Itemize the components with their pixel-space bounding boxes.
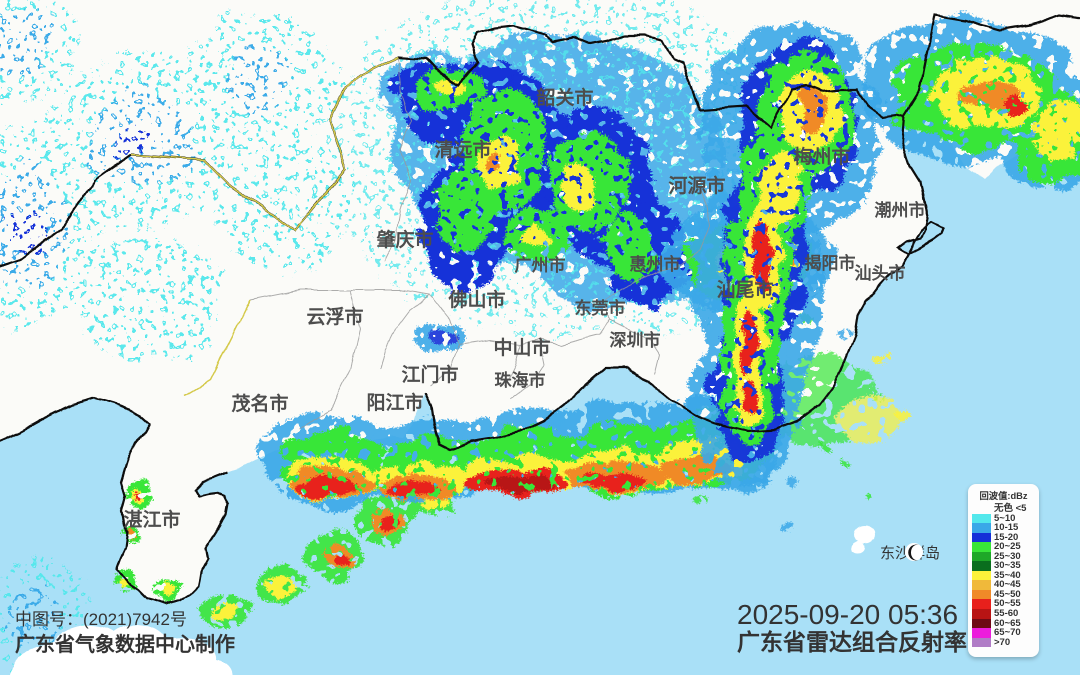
svg-text:广东省雷达组合反射率: 广东省雷达组合反射率 <box>737 629 967 655</box>
svg-text:中图号：(2021)7942号: 中图号：(2021)7942号 <box>15 610 187 629</box>
svg-text:佛山市: 佛山市 <box>447 288 505 311</box>
svg-text:广州市: 广州市 <box>515 255 566 275</box>
svg-text:东莞市: 东莞市 <box>575 298 626 318</box>
svg-text:广东省气象数据中心制作: 广东省气象数据中心制作 <box>15 632 235 656</box>
svg-text:2025-09-20 05:36: 2025-09-20 05:36 <box>737 599 958 630</box>
svg-text:云浮市: 云浮市 <box>306 305 363 328</box>
svg-text:湛江市: 湛江市 <box>123 508 180 531</box>
svg-text:清远市: 清远市 <box>434 138 491 161</box>
svg-text:珠海市: 珠海市 <box>495 370 546 390</box>
svg-text:肇庆市: 肇庆市 <box>376 228 433 251</box>
svg-text:深圳市: 深圳市 <box>610 330 661 350</box>
svg-text:江门市: 江门市 <box>401 363 458 386</box>
svg-text:汕尾市: 汕尾市 <box>716 278 773 301</box>
svg-text:潮州市: 潮州市 <box>875 200 926 220</box>
svg-text:汕头市: 汕头市 <box>855 263 906 283</box>
svg-text:梅州市: 梅州市 <box>793 145 850 168</box>
svg-text:茂名市: 茂名市 <box>231 392 288 415</box>
svg-text:惠州市: 惠州市 <box>630 254 681 274</box>
svg-text:阳江市: 阳江市 <box>366 391 423 414</box>
svg-text:河源市: 河源市 <box>668 174 725 197</box>
svg-text:揭阳市: 揭阳市 <box>805 253 856 273</box>
svg-text:中山市: 中山市 <box>493 336 550 359</box>
svg-text:韶关市: 韶关市 <box>536 86 593 109</box>
